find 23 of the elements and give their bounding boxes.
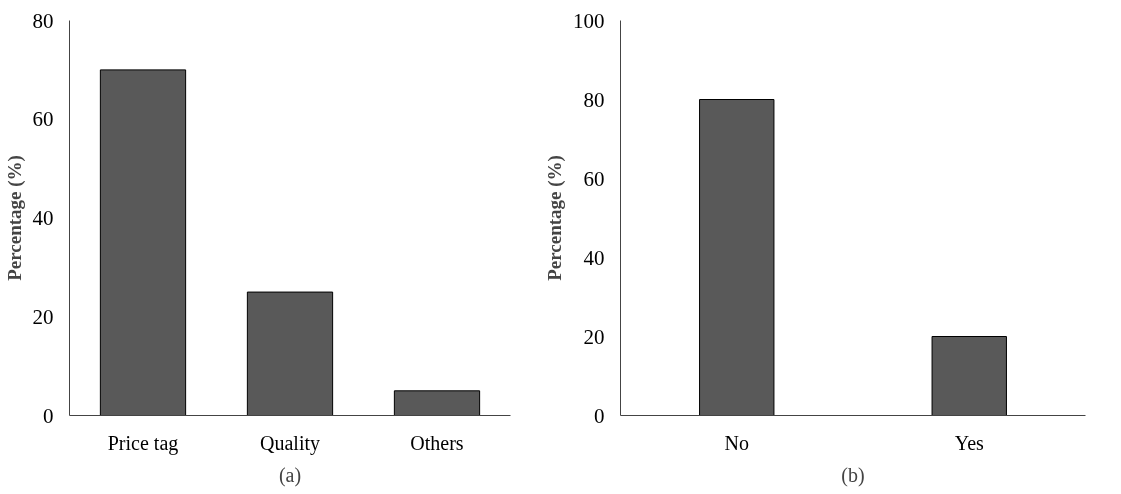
x-tick-label: No xyxy=(724,431,749,454)
text: (a) xyxy=(278,463,302,487)
y-tick-label: 20 xyxy=(32,304,54,329)
bar xyxy=(246,291,334,416)
bar xyxy=(393,390,481,416)
x-tick-label: Others xyxy=(410,431,464,454)
y-tick-label: 80 xyxy=(583,87,605,112)
y-tick-label: 40 xyxy=(583,245,605,270)
y-tick-label: 60 xyxy=(583,166,605,191)
y-tick-label: 100 xyxy=(573,8,605,33)
y-tick-label: 60 xyxy=(32,107,54,132)
y-tick-label: 40 xyxy=(32,206,54,230)
y-tick-label: 0 xyxy=(594,403,605,428)
x-tick-label: Quality xyxy=(260,431,320,455)
x-tick-label: Price tag xyxy=(107,431,179,455)
y-tick-label: 0 xyxy=(43,403,54,428)
y-axis-title: Percentage (%) xyxy=(544,155,566,281)
bar xyxy=(99,69,187,416)
y-axis-title: Percentage (%) xyxy=(3,155,26,281)
y-tick-label: 80 xyxy=(32,8,54,33)
x-tick-label: Yes xyxy=(954,431,985,454)
y-tick-label: 20 xyxy=(583,324,605,349)
text: (b) xyxy=(841,463,865,487)
